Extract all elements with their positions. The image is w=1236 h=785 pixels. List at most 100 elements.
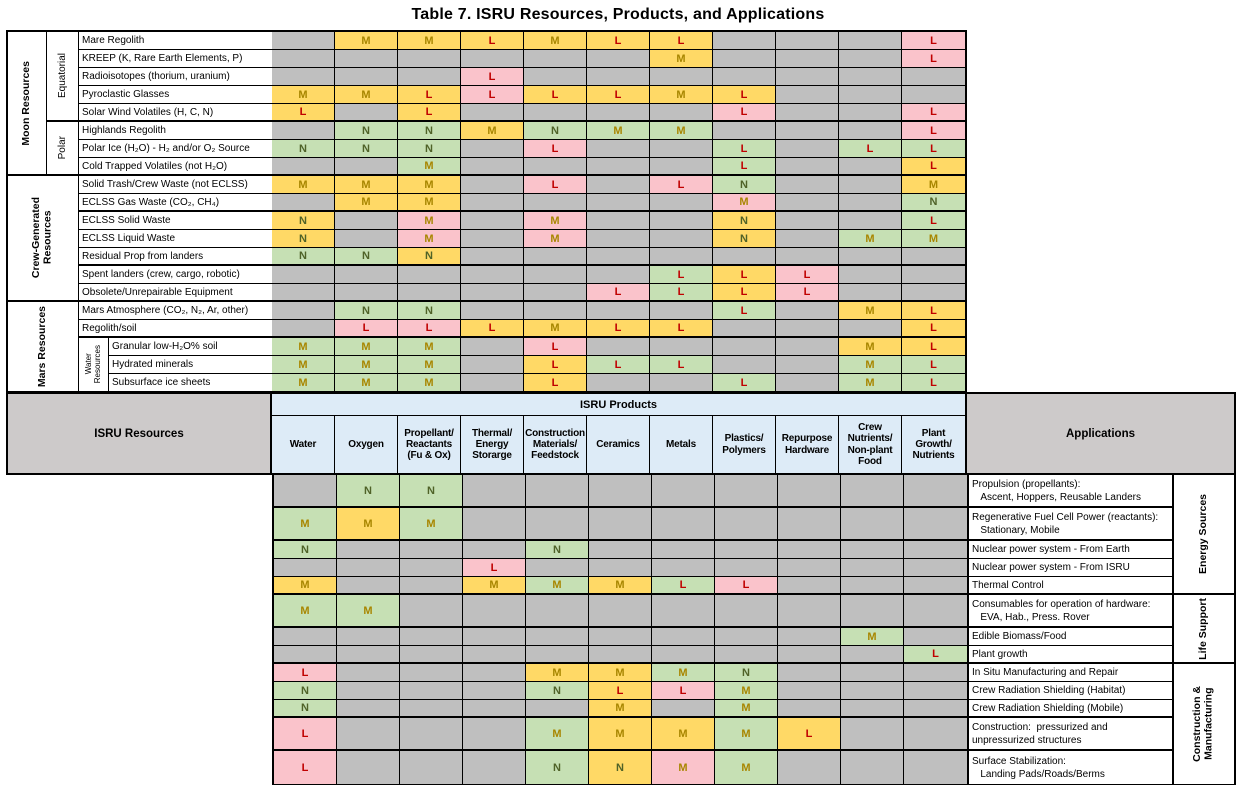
matrix-cell — [524, 248, 587, 266]
matrix-cell: N — [274, 700, 337, 718]
matrix-cell: M — [526, 664, 589, 682]
matrix-cell — [337, 751, 400, 784]
matrix-cell: M — [715, 700, 778, 718]
matrix-cell — [272, 68, 335, 86]
matrix-cell: M — [335, 32, 398, 50]
matrix-cell: N — [398, 248, 461, 266]
resource-row-label: Mars Atmosphere (CO₂, N₂, Ar, other) — [79, 302, 272, 320]
matrix-cell: M — [272, 176, 335, 194]
resource-row-label: Granular low-H₂O% soil — [109, 338, 272, 356]
isru-products-header: ISRU Products — [272, 394, 965, 416]
matrix-cell — [337, 541, 400, 559]
matrix-cell — [589, 508, 652, 541]
matrix-cell: L — [902, 50, 965, 68]
matrix-cell — [589, 646, 652, 664]
matrix-cell: M — [526, 718, 589, 751]
matrix-cell — [839, 32, 902, 50]
matrix-cell: M — [400, 508, 463, 541]
matrix-cell — [400, 559, 463, 577]
matrix-cell: M — [335, 356, 398, 374]
matrix-cell: M — [272, 356, 335, 374]
matrix-cell: M — [335, 194, 398, 212]
matrix-cell: L — [272, 104, 335, 122]
matrix-cell: M — [589, 577, 652, 595]
resource-subgroup-cell: Water Resources — [79, 338, 109, 392]
matrix-cell — [461, 158, 524, 176]
matrix-cell — [715, 508, 778, 541]
resource-row-label: Radioisotopes (thorium, uranium) — [79, 68, 272, 86]
matrix-cell — [839, 68, 902, 86]
matrix-cell: M — [524, 212, 587, 230]
matrix-cell — [400, 664, 463, 682]
matrix-cell — [839, 104, 902, 122]
matrix-cell: M — [650, 50, 713, 68]
matrix-cell — [272, 194, 335, 212]
matrix-cell — [461, 374, 524, 392]
matrix-cell — [650, 248, 713, 266]
matrix-cell: L — [713, 104, 776, 122]
matrix-cell: M — [337, 595, 400, 628]
matrix-cell: M — [398, 230, 461, 248]
matrix-cell — [272, 284, 335, 302]
resource-row-label: Polar Ice (H₂O) - H₂ and/or O₂ Source — [79, 140, 272, 158]
matrix-cell — [650, 158, 713, 176]
moon-resources-section: Moon Resources Equatorial Polar Mare Regoli… — [8, 32, 272, 176]
matrix-cell — [713, 320, 776, 338]
matrix-cell: L — [398, 320, 461, 338]
matrix-cell: M — [398, 158, 461, 176]
matrix-cell — [526, 595, 589, 628]
matrix-cell: L — [902, 212, 965, 230]
product-column-header: Propellant/ Reactants (Fu & Ox) — [398, 416, 461, 473]
matrix-cell — [272, 32, 335, 50]
matrix-cell — [841, 700, 904, 718]
matrix-cell: L — [713, 374, 776, 392]
matrix-cell: M — [652, 664, 715, 682]
matrix-cell: L — [587, 32, 650, 50]
matrix-cell — [272, 158, 335, 176]
water-resources-block: Water Resources Granular low-H₂O% soil Hyd… — [79, 338, 272, 392]
matrix-cell: L — [902, 320, 965, 338]
resource-row-label: Residual Prop from landers — [79, 248, 272, 266]
matrix-cell: M — [589, 700, 652, 718]
matrix-cell — [839, 284, 902, 302]
matrix-cell — [524, 158, 587, 176]
matrix-cell — [650, 68, 713, 86]
matrix-cell: M — [587, 122, 650, 140]
matrix-cell: N — [272, 248, 335, 266]
matrix-cell — [400, 682, 463, 700]
matrix-cell — [524, 104, 587, 122]
matrix-cell — [274, 475, 337, 508]
matrix-cell — [841, 718, 904, 751]
matrix-cell: M — [274, 595, 337, 628]
matrix-cell — [335, 230, 398, 248]
matrix-cell — [650, 302, 713, 320]
matrix-cell: M — [274, 577, 337, 595]
application-row-label: Plant growth — [969, 646, 1172, 664]
matrix-cell: L — [274, 664, 337, 682]
matrix-cell: M — [398, 176, 461, 194]
matrix-cell — [398, 68, 461, 86]
matrix-cell — [335, 284, 398, 302]
matrix-cell — [776, 320, 839, 338]
matrix-cell: L — [274, 751, 337, 784]
matrix-cell: L — [902, 302, 965, 320]
matrix-cell — [650, 140, 713, 158]
matrix-cell — [652, 595, 715, 628]
matrix-cell — [587, 68, 650, 86]
matrix-cell: M — [713, 194, 776, 212]
resource-labels-block: Moon Resources Equatorial Polar Mare Regoli… — [8, 32, 272, 392]
matrix-cell: M — [524, 230, 587, 248]
matrix-cell: L — [589, 682, 652, 700]
matrix-cell: L — [587, 284, 650, 302]
matrix-cell — [461, 266, 524, 284]
matrix-cell: N — [589, 751, 652, 784]
matrix-cell: M — [524, 320, 587, 338]
product-column-header: Water — [272, 416, 335, 473]
